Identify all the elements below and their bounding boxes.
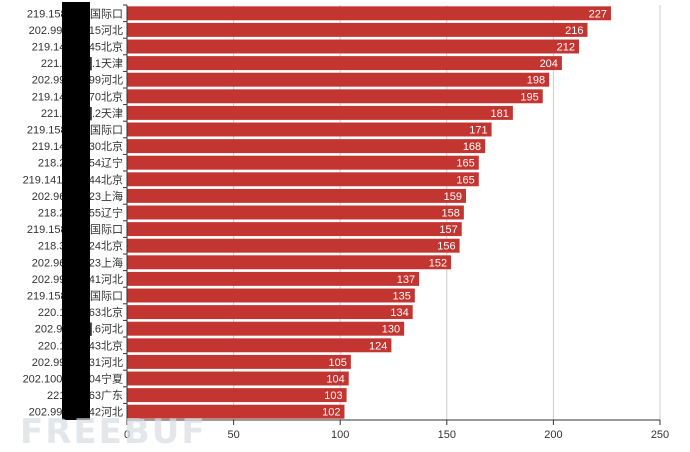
bar <box>127 122 492 137</box>
bar <box>127 72 550 87</box>
bar <box>127 105 513 120</box>
bar-value-label: 135 <box>392 291 410 303</box>
watermark-logo: FREEBUF <box>20 412 207 452</box>
x-tick-label: 250 <box>651 429 669 441</box>
x-tick-label: 0 <box>124 429 130 441</box>
bar-value-label: 216 <box>565 25 583 37</box>
bar <box>127 255 452 270</box>
bar-value-label: 158 <box>441 208 459 220</box>
bar-value-label: 181 <box>491 108 509 120</box>
bar-value-label: 152 <box>429 257 447 269</box>
axes-group <box>126 5 660 421</box>
bar <box>127 404 345 419</box>
value-labels-group: 227 216 212 204 198 195 181 171 168 165 165 159 158 1… <box>322 8 607 418</box>
x-tick-label: 50 <box>227 429 239 441</box>
bar <box>127 205 464 220</box>
bar <box>127 371 349 386</box>
bar-value-label: 165 <box>456 174 474 186</box>
bar <box>127 39 579 54</box>
bar <box>127 188 466 203</box>
bar <box>127 22 588 37</box>
x-tick-labels-group: 0 50 100 150 200 250 <box>124 429 669 441</box>
bar-value-label: 157 <box>439 224 457 236</box>
redaction-block <box>62 2 90 420</box>
bar <box>127 305 413 320</box>
bar <box>127 139 486 154</box>
bar <box>127 338 392 353</box>
bar-value-label: 105 <box>329 357 347 369</box>
bar-value-label: 134 <box>390 307 408 319</box>
bar-value-label: 102 <box>322 407 340 419</box>
bar-value-label: 227 <box>589 8 607 20</box>
bar-value-label: 159 <box>444 191 462 203</box>
bar <box>127 89 543 104</box>
bar <box>127 288 415 303</box>
x-tick-label: 100 <box>331 429 349 441</box>
bar-value-label: 124 <box>369 340 387 352</box>
bar <box>127 354 351 369</box>
x-tick-label: 200 <box>544 429 562 441</box>
bar <box>127 271 420 286</box>
bar <box>127 388 347 403</box>
bar-value-label: 137 <box>397 274 415 286</box>
bar <box>127 321 405 336</box>
bar-value-label: 156 <box>437 241 455 253</box>
bar-value-label: 165 <box>456 158 474 170</box>
bar-value-label: 204 <box>540 58 558 70</box>
bar <box>127 6 611 21</box>
bar-value-label: 212 <box>557 42 575 54</box>
bar-value-label: 198 <box>527 75 545 87</box>
bars-group <box>127 6 611 419</box>
bar-value-label: 130 <box>382 324 400 336</box>
bar <box>127 238 460 253</box>
bar-value-label: 104 <box>326 374 344 386</box>
bar <box>127 222 462 237</box>
bar-value-label: 168 <box>463 141 481 153</box>
bar <box>127 56 562 71</box>
bar <box>127 155 479 170</box>
bar-value-label: 195 <box>520 91 538 103</box>
bar-value-label: 171 <box>469 125 487 137</box>
x-tick-label: 150 <box>438 429 456 441</box>
bar <box>127 172 479 187</box>
bar-value-label: 103 <box>324 390 342 402</box>
